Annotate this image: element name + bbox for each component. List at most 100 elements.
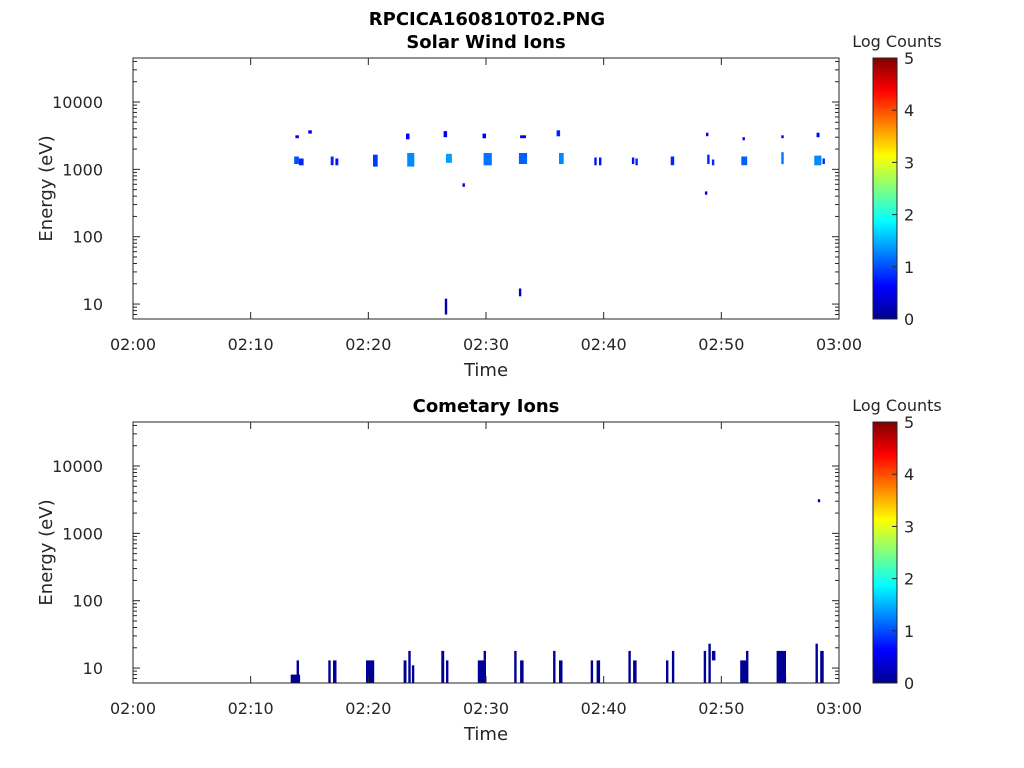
y-tick-label: 1000 (62, 160, 103, 179)
x-tick-label: 02:50 (698, 335, 744, 354)
y-tick-label: 10000 (52, 457, 103, 476)
x-tick-label: 03:00 (816, 335, 862, 354)
data-cell (518, 153, 528, 164)
data-cell (462, 183, 465, 187)
data-cell (373, 154, 378, 167)
data-cell (708, 643, 711, 683)
data-cell (783, 674, 787, 683)
data-cell (628, 650, 631, 683)
y-tick-label: 100 (72, 592, 103, 611)
data-cell (820, 650, 824, 683)
data-cell (298, 158, 304, 166)
data-cell (815, 643, 818, 683)
colorbar-tick-label: 2 (904, 570, 914, 589)
data-cell (703, 650, 707, 683)
data-cell (816, 132, 820, 138)
data-cell (631, 157, 635, 164)
x-tick-label: 02:30 (463, 335, 509, 354)
x-tick-label: 02:50 (698, 699, 744, 718)
plot-area (133, 422, 839, 683)
data-cell (518, 288, 522, 297)
colorbar-tick-label: 1 (904, 622, 914, 641)
data-cell (520, 135, 526, 139)
data-cell (296, 660, 299, 683)
data-cell (477, 660, 486, 683)
data-cell (294, 156, 299, 164)
colorbar-tick-label: 4 (904, 101, 914, 120)
x-tick-label: 02:40 (581, 335, 627, 354)
x-tick-label: 03:00 (816, 699, 862, 718)
data-cell (403, 660, 407, 683)
data-cell (633, 660, 637, 683)
data-cell (814, 155, 822, 166)
data-cell (594, 157, 597, 166)
data-cell (411, 665, 415, 683)
data-cell (741, 156, 748, 166)
colorbar (872, 57, 898, 320)
y-axis-label: Energy (eV) (36, 135, 57, 241)
data-cell (520, 660, 524, 683)
y-tick-label: 100 (72, 228, 103, 247)
data-cell (590, 660, 594, 683)
data-cell (822, 158, 825, 164)
y-axis-label: Energy (eV) (36, 499, 57, 605)
data-cell (446, 153, 452, 163)
data-cell (446, 660, 449, 683)
figure-title: RPCICA160810T02.PNG (369, 9, 605, 30)
solar-wind-panel: Solar Wind Ions 02:00 02:10 02:20 02:30 02:40… (36, 32, 942, 381)
x-axis-label: Time (463, 360, 508, 381)
data-cell (406, 133, 410, 140)
data-cell (444, 298, 448, 315)
x-tick-label: 02:30 (463, 699, 509, 718)
data-cell (328, 660, 331, 683)
x-tick-label: 02:10 (228, 335, 274, 354)
data-cell (817, 499, 821, 503)
x-tick-label: 02:00 (110, 335, 156, 354)
colorbar-tick-label: 5 (904, 49, 914, 68)
data-cell (706, 132, 709, 137)
data-cell (781, 152, 784, 165)
plot-area (133, 58, 839, 319)
data-cell (335, 158, 339, 166)
data-cell (308, 130, 312, 134)
panel-title: Cometary Ions (413, 396, 560, 417)
panel-title: Solar Wind Ions (406, 32, 565, 53)
data-cell (553, 650, 556, 683)
x-tick-label: 02:20 (345, 699, 391, 718)
x-axis-label: Time (463, 724, 508, 745)
data-cell (781, 135, 784, 139)
colorbar-tick-label: 5 (904, 413, 914, 432)
data-cell (514, 650, 517, 683)
y-tick-label: 10000 (52, 93, 103, 112)
data-cell (441, 650, 445, 683)
data-cell (482, 133, 486, 139)
data-cell (366, 660, 375, 683)
colorbar-tick-label: 0 (904, 310, 914, 329)
data-cell (670, 156, 675, 166)
colorbar (872, 421, 898, 684)
colorbar-tick-label: 3 (904, 517, 914, 536)
data-cell (559, 153, 564, 164)
data-cell (443, 131, 448, 138)
data-cell (711, 650, 716, 661)
data-cell (483, 153, 492, 166)
x-tick-label: 02:10 (228, 699, 274, 718)
data-cell (408, 650, 411, 683)
colorbar-tick-label: 1 (904, 258, 914, 277)
data-cell (559, 660, 563, 683)
x-tick-label: 02:40 (581, 699, 627, 718)
y-tick-label: 10 (83, 659, 103, 678)
colorbar-tick-label: 0 (904, 674, 914, 693)
data-cell (707, 154, 710, 164)
data-cell (740, 660, 749, 683)
y-tick-label: 10 (83, 295, 103, 314)
data-cell (483, 650, 486, 661)
colorbar-tick-label: 3 (904, 153, 914, 172)
x-tick-label: 02:00 (110, 699, 156, 718)
y-tick-label: 1000 (62, 524, 103, 543)
x-tick-label: 02:20 (345, 335, 391, 354)
data-cell (599, 157, 602, 166)
data-cell (330, 156, 334, 166)
